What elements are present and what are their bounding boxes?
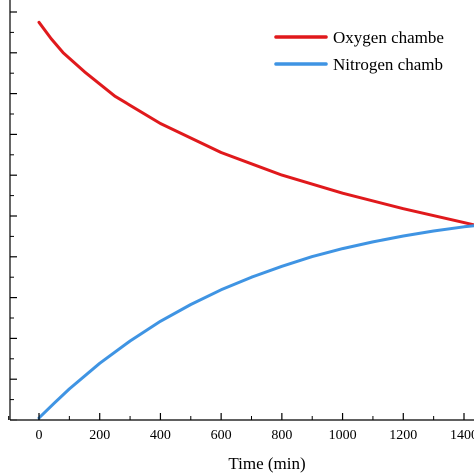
legend-label-1: Nitrogen chamb: [333, 55, 443, 74]
x-tick-label: 800: [271, 428, 292, 443]
series-line-0: [37, 20, 474, 227]
x-axis-title: Time (min): [228, 454, 305, 473]
legend: Oxygen chambe Nitrogen chamb: [274, 28, 444, 74]
x-tick-label: 1200: [389, 428, 417, 443]
legend-label-0: Oxygen chambe: [333, 28, 444, 47]
axes: 0 200 400 600 800 1000 1200 1400: [8, 0, 474, 443]
plot-area: [37, 20, 474, 420]
x-tick-label: 1400: [450, 428, 474, 443]
x-tick-label: 600: [211, 428, 232, 443]
x-tick-label: 200: [89, 428, 110, 443]
x-tick-label: 0: [36, 428, 43, 443]
x-tick-label: 1000: [329, 428, 357, 443]
x-tick-label: 400: [150, 428, 171, 443]
series-line-1: [37, 224, 474, 420]
